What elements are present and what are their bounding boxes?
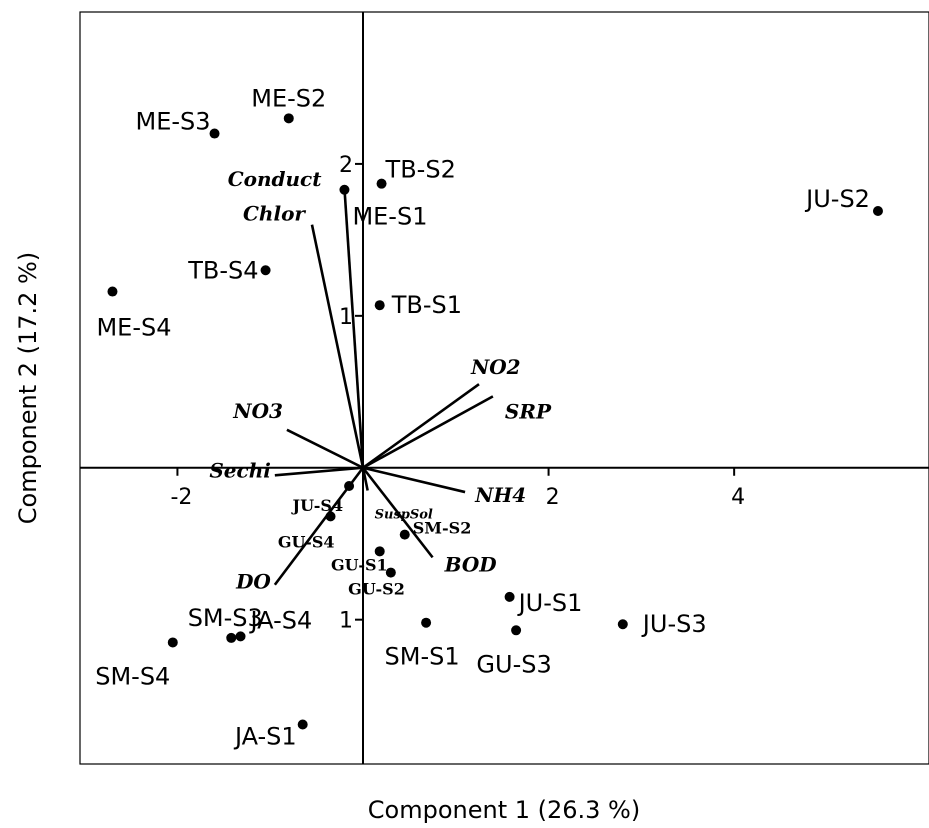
point-label-gu-s1: GU-S1 <box>331 555 388 574</box>
point-label-sm-s1: SM-S1 <box>385 643 460 671</box>
vector-label-no2: NO2 <box>470 355 521 379</box>
point-label-tb-s2: TB-S2 <box>385 156 456 184</box>
vector-sechi <box>274 466 364 477</box>
point-gu-s3 <box>511 625 522 636</box>
point-label-ju-s1: JU-S1 <box>517 589 583 617</box>
point-gu-s1 <box>374 546 385 557</box>
point-label-gu-s4: GU-S4 <box>278 532 335 551</box>
point-me-s1 <box>339 184 350 195</box>
point-me-s2 <box>283 113 294 124</box>
vector-no3 <box>286 428 364 469</box>
vector-label-suspsol: SuspSol <box>375 508 433 523</box>
point-label-tb-s4: TB-S4 <box>187 256 258 284</box>
y-tick-label: 1 <box>339 609 353 634</box>
point-tb-s2 <box>376 178 387 189</box>
vector-srp <box>362 395 494 469</box>
y-tick-label: 1 <box>339 305 353 330</box>
vector-no2 <box>362 383 480 469</box>
point-me-s4 <box>107 286 118 297</box>
plot-frame <box>79 11 929 765</box>
x-tick-label: -2 <box>170 485 192 510</box>
vector-label-no3: NO3 <box>232 399 283 423</box>
point-label-ja-s4: JA-S4 <box>249 606 313 634</box>
point-label-sm-s2: SM-S2 <box>413 519 472 538</box>
point-label-gu-s2: GU-S2 <box>348 580 405 599</box>
point-sm-s2 <box>399 529 410 540</box>
point-label-me-s3: ME-S3 <box>135 108 210 136</box>
point-ja-s1 <box>297 719 308 730</box>
vector-conduct <box>343 188 365 468</box>
point-label-ja-s1: JA-S1 <box>233 723 297 751</box>
point-ja-s4 <box>235 631 246 642</box>
point-ju-s1 <box>504 591 515 602</box>
point-tb-s1 <box>374 300 385 311</box>
vector-chlor <box>310 224 365 469</box>
x-tick-label: 4 <box>731 485 745 510</box>
point-tb-s4 <box>260 265 271 276</box>
point-sm-s4 <box>167 637 178 648</box>
vector-label-sechi: Sechi <box>209 458 270 482</box>
vector-label-nh4: NH4 <box>474 483 526 507</box>
vector-label-chlor: Chlor <box>243 202 306 226</box>
y-axis-title: Component 2 (17.2 %) <box>14 252 42 524</box>
y-tick-label: 2 <box>339 153 353 178</box>
vector-label-do: DO <box>235 570 271 594</box>
point-label-me-s4: ME-S4 <box>96 314 171 342</box>
point-label-tb-s1: TB-S1 <box>391 291 462 319</box>
vector-nh4 <box>362 466 466 494</box>
loading-vectors: Conduct Chlor NO2 SRP NO3 Sechi NH4 SuspSol BOD D… <box>209 167 552 594</box>
point-sm-s3 <box>226 632 237 643</box>
point-label-sm-s3: SM-S3 <box>188 604 263 632</box>
axis-ticks: -2 2 4 2 1 1 <box>170 153 745 634</box>
point-ju-s3 <box>617 619 628 630</box>
point-label-ju-s4: JU-S4 <box>291 496 344 515</box>
point-label-ju-s3: JU-S3 <box>641 610 707 638</box>
point-label-sm-s4: SM-S4 <box>95 662 170 690</box>
point-sm-s1 <box>421 617 432 628</box>
vector-bod <box>361 466 434 559</box>
point-ju-s4 <box>344 480 355 491</box>
x-axis-title: Component 1 (26.3 %) <box>368 796 640 824</box>
sample-points: ME-S2 ME-S3 TB-S2 ME-S1 JU-S2 TB-S4 ME-S4 TB-S1… <box>95 84 883 751</box>
x-tick-label: 2 <box>546 485 560 510</box>
point-label-ju-s2: JU-S2 <box>804 185 870 213</box>
vector-label-bod: BOD <box>444 552 498 576</box>
vector-label-conduct: Conduct <box>228 167 323 191</box>
point-gu-s4 <box>325 511 336 522</box>
vector-label-srp: SRP <box>505 399 552 423</box>
point-label-gu-s3: GU-S3 <box>476 650 551 678</box>
point-label-me-s2: ME-S2 <box>251 84 326 112</box>
point-gu-s2 <box>385 567 396 578</box>
vector-suspsol <box>361 467 369 491</box>
point-me-s3 <box>209 128 220 139</box>
point-ju-s2 <box>872 206 883 217</box>
point-label-me-s1: ME-S1 <box>352 203 427 231</box>
